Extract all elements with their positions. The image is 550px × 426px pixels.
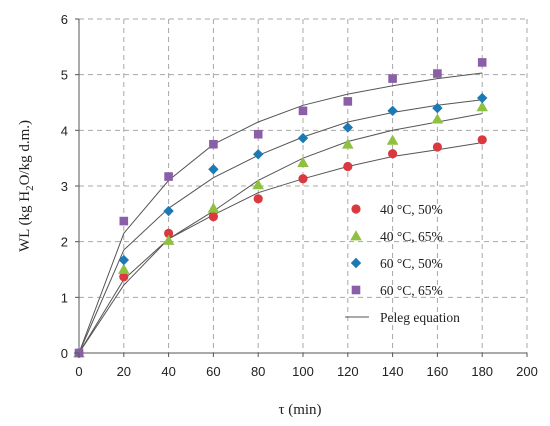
point-series-1-8 xyxy=(432,142,442,152)
x-tick-label-1: 20 xyxy=(117,364,131,379)
point-series-4-8 xyxy=(433,69,442,78)
x-tick-label-7: 140 xyxy=(382,364,404,379)
x-tick-label-2: 40 xyxy=(161,364,175,379)
fit-curves xyxy=(78,72,483,354)
point-series-4-6 xyxy=(343,97,353,106)
point-series-3-4 xyxy=(253,149,264,160)
point-series-3-8 xyxy=(432,102,443,114)
y-axis-title-part-1: WL (kg H xyxy=(17,191,33,252)
x-axis-title: τ (min) xyxy=(278,402,321,418)
point-series-1-3 xyxy=(208,212,218,222)
point-series-2-4 xyxy=(252,179,264,190)
y-axis-title-subscript: 2 xyxy=(24,185,36,191)
legend-marker-4 xyxy=(351,285,361,295)
point-series-3-9 xyxy=(477,92,488,104)
x-tick-label-3: 60 xyxy=(206,364,220,379)
point-series-1-9 xyxy=(477,135,487,145)
x-tick-label-8: 160 xyxy=(427,364,449,379)
y-tick-label-6: 6 xyxy=(61,12,68,27)
grid-lines xyxy=(79,18,528,353)
x-tick-label-9: 180 xyxy=(471,364,493,379)
point-series-1-1 xyxy=(119,272,129,282)
point-series-2-6 xyxy=(342,138,354,149)
point-series-3-6 xyxy=(342,122,353,133)
point-series-2-1 xyxy=(118,263,130,274)
point-series-3-5 xyxy=(297,132,309,144)
point-series-4-5 xyxy=(298,106,308,116)
legend-marker-3 xyxy=(350,257,362,269)
y-tick-label-3: 3 xyxy=(61,179,68,194)
y-tick-label-1: 1 xyxy=(61,290,68,305)
legend-label-fit: Peleg equation xyxy=(380,310,460,325)
x-tick-label-0: 0 xyxy=(75,364,82,379)
fit-curve-1 xyxy=(78,142,483,354)
y-tick-label-2: 2 xyxy=(61,235,68,250)
point-series-2-7 xyxy=(386,134,399,145)
data-points xyxy=(73,58,488,359)
legend-label-2: 40 °C, 65% xyxy=(380,229,443,244)
point-series-2-5 xyxy=(297,156,309,167)
point-series-1-2 xyxy=(164,228,174,238)
legend-label-4: 60 °C, 65% xyxy=(380,283,443,298)
point-series-1-7 xyxy=(388,149,398,159)
point-series-1-4 xyxy=(253,194,263,204)
legend: 40 °C, 50% 40 °C, 65% 60 °C, 50% 60 °C, 65%… xyxy=(345,202,460,325)
point-series-3-1 xyxy=(118,254,129,266)
point-series-3-3 xyxy=(208,164,219,175)
y-tick-label-0: 0 xyxy=(61,346,68,361)
point-series-2-2 xyxy=(162,234,175,245)
fit-curve-4 xyxy=(78,72,483,354)
x-tick-label-6: 120 xyxy=(337,364,359,379)
point-series-4-2 xyxy=(164,172,173,181)
point-series-4-1 xyxy=(119,216,129,226)
x-tick-label-10: 200 xyxy=(516,364,538,379)
point-series-4-7 xyxy=(388,74,397,83)
point-series-4-4 xyxy=(253,129,263,139)
point-series-3-2 xyxy=(163,205,174,217)
x-tick-label-4: 80 xyxy=(251,364,265,379)
x-tick-label-5: 100 xyxy=(292,364,314,379)
point-series-1-5 xyxy=(298,174,308,184)
y-axis-title-part-2: O/kg d.m.) xyxy=(17,120,33,185)
y-tick-label-5: 5 xyxy=(61,68,68,83)
point-series-4-9 xyxy=(477,58,487,67)
point-series-4-3 xyxy=(209,139,218,149)
legend-label-1: 40 °C, 50% xyxy=(380,202,443,217)
point-series-2-3 xyxy=(207,202,220,213)
fit-curve-2 xyxy=(78,113,483,354)
legend-marker-1 xyxy=(351,204,361,214)
fit-curve-3 xyxy=(78,99,483,354)
point-series-3-7 xyxy=(387,105,398,117)
point-series-1-6 xyxy=(343,161,353,172)
tick-labels: 0 20 40 60 80 100 120 140 160 180 200 0 1 2 3 4 5 6 xyxy=(61,12,538,379)
legend-label-3: 60 °C, 50% xyxy=(380,256,443,271)
y-tick-label-4: 4 xyxy=(61,123,68,138)
legend-marker-2 xyxy=(350,230,362,241)
point-series-2-9 xyxy=(476,101,488,112)
y-axis-title: WL (kg H2O/kg d.m.) xyxy=(17,120,36,252)
point-series-2-8 xyxy=(431,113,444,124)
